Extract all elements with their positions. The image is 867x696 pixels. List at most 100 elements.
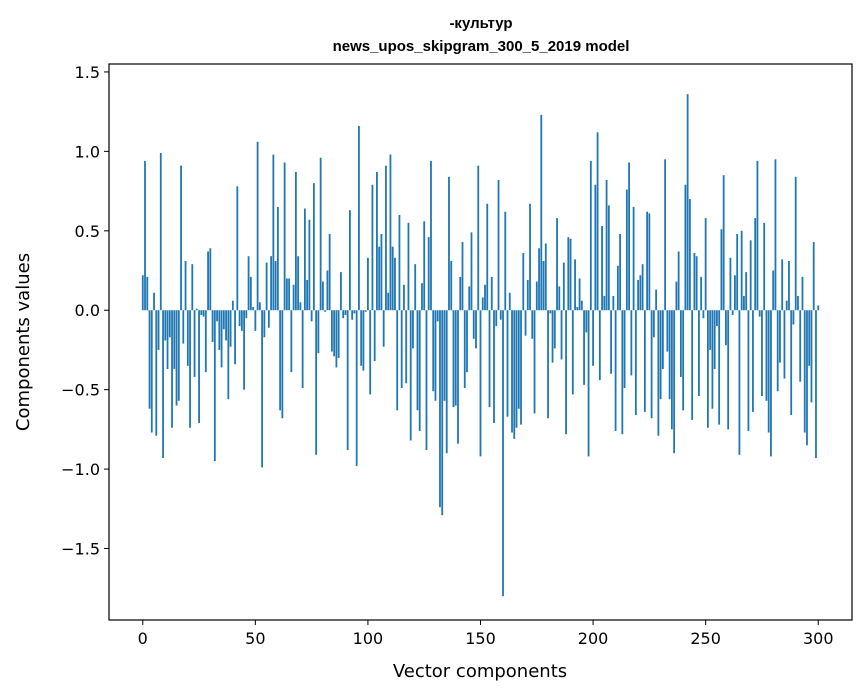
bar <box>524 310 527 336</box>
bar <box>191 264 194 311</box>
bar <box>497 179 500 311</box>
bar <box>439 310 441 508</box>
bar <box>202 310 205 317</box>
bar <box>243 310 245 390</box>
bar <box>628 162 630 311</box>
bar <box>195 308 198 311</box>
bar <box>159 152 162 311</box>
bar <box>326 270 329 311</box>
bar <box>290 310 293 373</box>
bar <box>763 222 766 311</box>
bar <box>256 141 259 311</box>
bar <box>650 310 653 419</box>
bar <box>166 310 169 370</box>
bar <box>225 310 227 341</box>
bar <box>745 272 748 311</box>
bar <box>686 94 689 311</box>
x-axis-label: Vector components <box>393 661 567 682</box>
bar <box>499 310 502 320</box>
bar <box>544 243 547 311</box>
bar <box>427 237 430 311</box>
bar <box>315 310 318 455</box>
bar <box>481 297 484 311</box>
bar <box>391 246 394 311</box>
bar <box>245 310 248 319</box>
bar <box>466 310 468 373</box>
bar <box>394 257 396 311</box>
bar <box>576 307 579 311</box>
bar <box>668 310 671 400</box>
bar <box>601 226 603 311</box>
bar <box>707 310 709 428</box>
bar <box>189 310 191 428</box>
x-tick-label: 100 <box>353 629 384 648</box>
bar <box>364 310 367 312</box>
bar <box>700 276 703 311</box>
bar <box>349 210 351 311</box>
bar <box>722 175 725 311</box>
bar <box>704 218 707 311</box>
bar <box>254 310 257 331</box>
bar <box>585 310 588 333</box>
bar <box>666 310 669 352</box>
bar <box>177 310 180 401</box>
bar <box>407 222 410 311</box>
bar <box>450 260 453 311</box>
bar <box>621 310 624 435</box>
bar <box>231 300 234 311</box>
bar <box>301 310 304 389</box>
bar <box>598 310 601 381</box>
bar <box>216 310 218 322</box>
bar <box>693 253 696 311</box>
bar <box>180 165 182 311</box>
bar <box>720 229 723 311</box>
bar <box>148 310 151 409</box>
bar <box>274 260 277 311</box>
bar <box>358 125 360 311</box>
bar <box>603 295 606 311</box>
bar <box>752 310 754 412</box>
bar <box>396 310 399 411</box>
bar <box>308 219 311 311</box>
bar <box>643 310 646 412</box>
bar <box>589 160 592 311</box>
bar <box>153 292 155 311</box>
bar <box>655 289 658 311</box>
bar <box>288 278 291 311</box>
bar <box>533 310 536 414</box>
bar <box>623 310 626 389</box>
bar <box>549 310 552 314</box>
bar <box>227 310 230 400</box>
bar <box>799 310 802 382</box>
bar <box>164 310 167 341</box>
bar <box>684 184 687 311</box>
bar <box>740 230 743 311</box>
bar <box>727 310 730 430</box>
bar <box>583 310 585 385</box>
bar <box>612 295 615 311</box>
bar <box>265 262 268 311</box>
bar <box>238 310 241 327</box>
bar <box>641 264 644 311</box>
bar <box>772 270 775 311</box>
bar <box>346 310 349 451</box>
bar <box>734 275 736 311</box>
bar <box>204 310 207 373</box>
bar <box>423 221 426 311</box>
bar <box>193 310 196 377</box>
bar <box>490 276 493 311</box>
bar <box>475 310 477 349</box>
bar <box>405 310 408 384</box>
bar <box>234 310 236 365</box>
bar <box>698 310 700 397</box>
bar <box>175 310 178 406</box>
bar <box>770 310 772 457</box>
bar <box>493 310 495 424</box>
bar <box>713 310 716 370</box>
bar <box>529 203 531 311</box>
bar <box>398 214 401 311</box>
bar <box>434 310 437 401</box>
bar <box>637 280 640 311</box>
bar <box>801 276 804 311</box>
